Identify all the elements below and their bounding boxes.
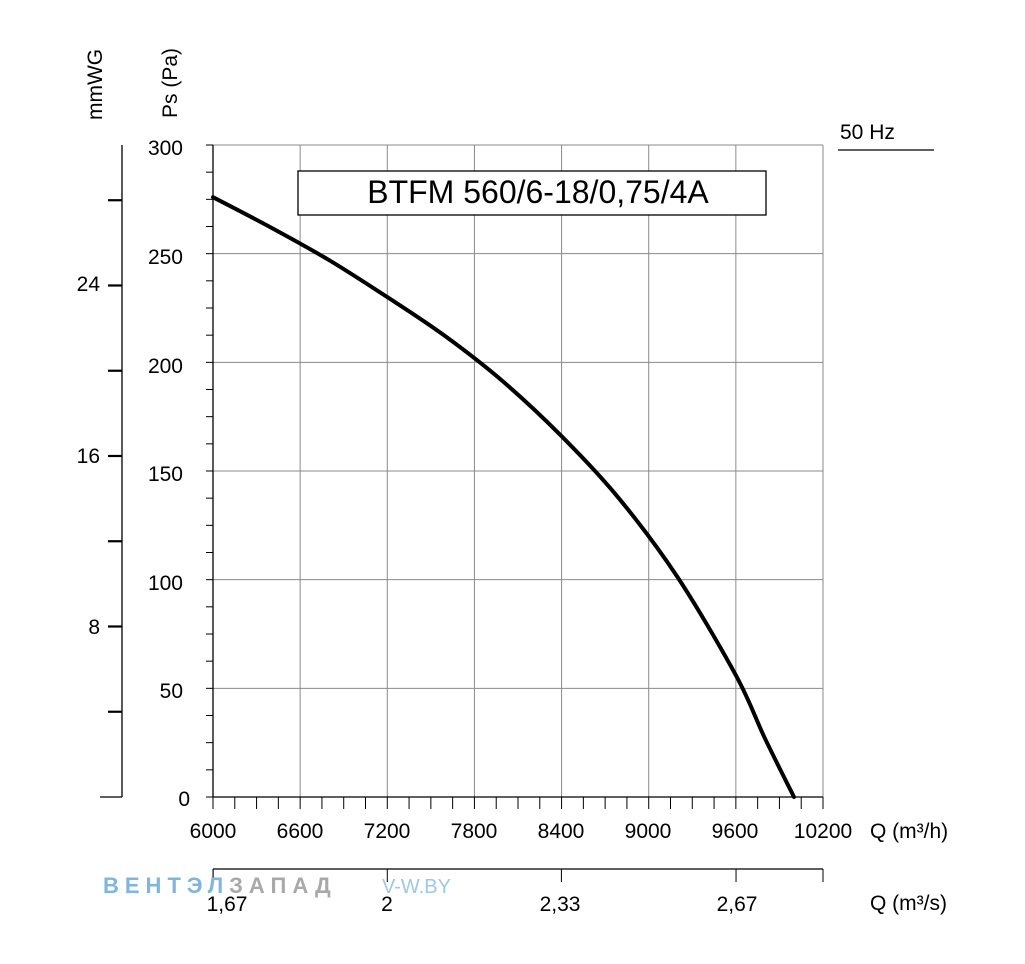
x-tick-label: 6600 — [277, 820, 324, 843]
x-axis-secondary-title: Q (m³/s) — [870, 892, 947, 915]
y-tick-label: 0 — [178, 788, 190, 811]
y-axis-secondary-title: mmWG — [84, 49, 107, 120]
x-tick-label: 7200 — [364, 820, 411, 843]
mmwg-tick-label: 24 — [77, 273, 101, 296]
y-tick-label: 50 — [160, 680, 183, 703]
x-tick-label: 8400 — [538, 820, 585, 843]
y-tick-label: 200 — [148, 355, 183, 378]
m3s-tick-label: 2,67 — [717, 893, 758, 916]
x-axis-title: Q (m³/h) — [870, 820, 948, 843]
x-tick-label: 7800 — [451, 820, 498, 843]
mmwg-tick-label: 16 — [77, 445, 100, 468]
m3s-tick-label: 2 — [381, 893, 393, 916]
x-tick-label: 9000 — [625, 820, 672, 843]
x-tick-label: 6000 — [190, 820, 237, 843]
mmwg-tick-label: 8 — [88, 616, 100, 639]
x-tick-label: 9600 — [712, 820, 759, 843]
y-tick-label: 100 — [148, 572, 183, 595]
y-axis-title: Ps (Pa) — [159, 48, 182, 118]
chart-title: BTFM 560/6-18/0,75/4A — [367, 174, 709, 210]
title-box — [297, 170, 767, 216]
y-tick-label: 150 — [148, 463, 183, 486]
m3s-tick-label: 1,67 — [207, 893, 248, 916]
m3s-tick-label: 2,33 — [540, 893, 581, 916]
watermark-part2: ЗАПАД — [229, 873, 337, 898]
y-tick-label: 250 — [148, 246, 183, 269]
performance-curve — [211, 195, 796, 799]
watermark-brand: ВЕНТЭЛЗАПАД — [103, 873, 337, 898]
grid — [212, 144, 824, 798]
y-tick-label: 300 — [148, 137, 183, 160]
watermark-site: V-W.BY — [382, 876, 451, 898]
mmwg-ticks — [108, 199, 122, 713]
frequency-label: 50 Hz — [840, 121, 895, 144]
watermark-part1: ВЕНТЭЛ — [103, 873, 229, 898]
m3s-ticks — [212, 869, 824, 882]
minor-ticks — [206, 144, 824, 809]
x-tick-label: 10200 — [794, 820, 852, 843]
